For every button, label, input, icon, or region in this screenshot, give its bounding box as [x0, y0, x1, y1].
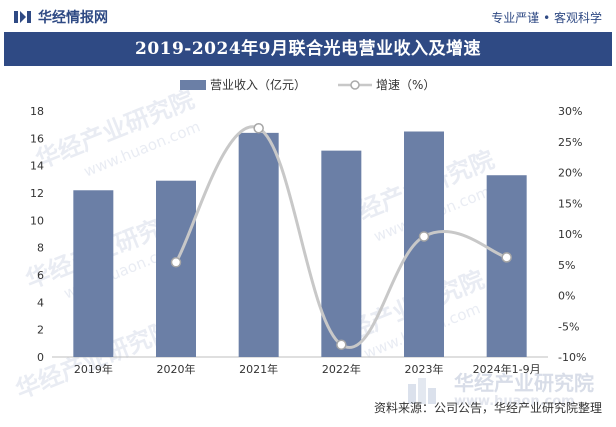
bar [486, 175, 527, 357]
x-tick-label: 2024年1-9月 [473, 362, 541, 376]
growth-point [170, 257, 182, 268]
y-left-tick-label: 6 [37, 269, 44, 282]
legend-bar-swatch [180, 80, 206, 90]
growth-point [418, 231, 430, 242]
growth-point [336, 339, 347, 350]
y-right-tick-label: 10% [558, 228, 582, 241]
plot-area: 0 2 4 6 8 10 12 14 16 18 -10% -5% 0% 5% 10% 15% 20% 25% 30… [30, 105, 586, 376]
y-right-tick-label: 30% [558, 105, 582, 118]
brand: 华经情报网 [14, 7, 108, 27]
brand-name: 华经情报网 [38, 10, 108, 26]
chart: 营业收入（亿元） 增速（%） 0 2 4 6 8 10 12 14 16 18 -10% -5% 0% 5… [30, 77, 586, 376]
y-left-tick-label: 10 [30, 214, 44, 227]
y-left-tick-label: 8 [37, 242, 44, 255]
y-left-tick-label: 0 [37, 351, 44, 364]
x-tick-label: 2021年 [239, 362, 278, 376]
top-bar: 华经情报网 专业严谨 • 客观科学 [0, 0, 616, 32]
x-tick-label: 2020年 [157, 362, 196, 376]
x-tick-label: 2019年 [74, 362, 113, 376]
x-tick-label: 2023年 [405, 362, 444, 376]
legend: 营业收入（亿元） 增速（%） [180, 77, 435, 92]
y-left-tick-label: 2 [37, 324, 44, 337]
bar [156, 180, 196, 357]
y-right-tick-label: -10% [558, 351, 586, 364]
y-right-tick-label: 25% [558, 136, 582, 149]
bar [321, 150, 362, 357]
chart-title: 2019-2024年9月联合光电营业收入及增速 [134, 39, 481, 59]
bar [73, 190, 114, 357]
title-band: 2019-2024年9月联合光电营业收入及增速 [4, 32, 612, 66]
y-right-tick-label: 20% [558, 167, 582, 180]
y-left-tick-label: 18 [30, 105, 44, 118]
watermark-logo-text: 华经产业研究院 [454, 371, 594, 395]
y-left-tick-label: 16 [30, 132, 44, 145]
source-note: 资料来源：公司公告，华经产业研究院整理 [373, 401, 602, 415]
y-right-tick-label: 0% [558, 290, 575, 303]
growth-point [253, 122, 264, 134]
growth-point [501, 252, 512, 263]
bar [238, 132, 279, 357]
legend-line-marker [350, 80, 360, 90]
y-right-tick-label: 15% [558, 197, 582, 210]
y-left-tick-label: 14 [30, 160, 44, 173]
growth-line [174, 125, 508, 349]
watermark-logo-url: www.huaon.com [454, 394, 575, 409]
legend-line-label: 增速（%） [376, 78, 435, 92]
x-tick-label: 2022年 [322, 362, 361, 376]
y-right-tick-label: -5% [558, 320, 579, 333]
legend-bar-label: 营业收入（亿元） [210, 77, 306, 92]
watermark-logo: 华经产业研究院 www.huaon.com [408, 372, 594, 409]
bar [404, 131, 444, 357]
slogan: 专业严谨 • 客观科学 [491, 11, 602, 25]
y-right-tick-label: 5% [558, 259, 575, 272]
y-left-tick-label: 12 [30, 187, 44, 200]
watermark-logo-icon [408, 377, 436, 404]
y-left-tick-label: 4 [37, 296, 44, 309]
brand-logo-icon [14, 11, 31, 23]
